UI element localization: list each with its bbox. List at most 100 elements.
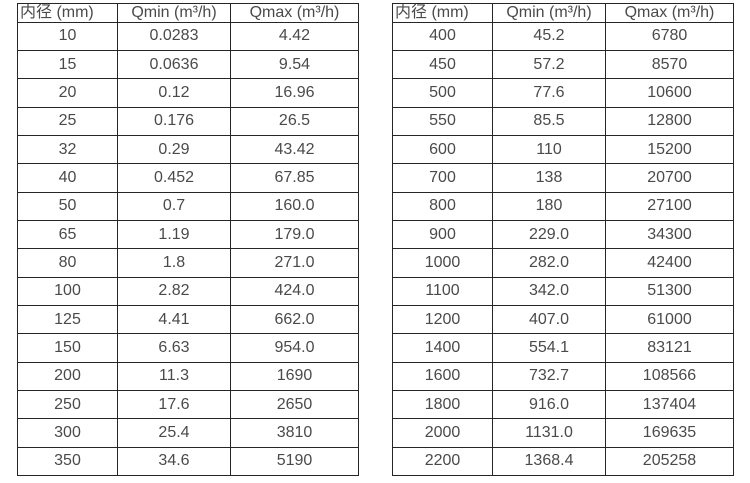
table-row: 1000 282.0 42400 [392,248,734,278]
table-cell: 0.29 [117,134,231,165]
column-header: Qmin (m³/h) [117,3,231,23]
table-cell: 26.5 [230,106,359,136]
table-row: 800 180 27100 [392,191,734,221]
table-cell: 732.7 [492,361,606,391]
table-row: 300 25.4 3810 [17,418,359,448]
table-cell: 34.6 [117,446,231,477]
table-cell: 6780 [605,21,734,51]
table-cell: 1131.0 [492,418,606,448]
table-cell: 61000 [605,304,734,335]
table-cell: 20700 [605,163,734,193]
table-cell: 800 [392,191,493,221]
table-cell: 100 [17,276,118,306]
table-cell: 45.2 [492,21,606,51]
table-cell: 169635 [605,418,734,448]
table-cell: 150 [17,333,118,363]
table-cell: 20 [17,78,118,108]
table-cell: 15 [17,49,118,80]
table-cell: 350 [17,446,118,477]
table-cell: 2650 [230,389,359,420]
table-cell: 1368.4 [492,446,606,477]
table-cell: 6.63 [117,333,231,363]
table-cell: 50 [17,191,118,221]
table-row: 125 4.41 662.0 [17,304,359,335]
table-cell: 1800 [392,389,493,420]
table-cell: 34300 [605,219,734,250]
table-cell: 954.0 [230,333,359,363]
table-cell: 300 [17,418,118,448]
table-row: 2000 1131.0 169635 [392,418,734,448]
table-row: 1200 407.0 61000 [392,304,734,335]
table-cell: 500 [392,78,493,108]
table-cell: 200 [17,361,118,391]
table-cell: 1000 [392,248,493,278]
table-cell: 65 [17,219,118,250]
flow-rate-table-small-diameters: 内径 (mm) Qmin (m³/h) Qmax (m³/h) 10 0.0283 4.… [17,3,359,477]
table-cell: 160.0 [230,191,359,221]
table-cell: 16.96 [230,78,359,108]
table-row: 2200 1368.4 205258 [392,446,734,477]
table-row: 250 17.6 2650 [17,389,359,420]
table-cell: 85.5 [492,106,606,136]
table-cell: 229.0 [492,219,606,250]
table-row: 65 1.19 179.0 [17,219,359,250]
table-row: 20 0.12 16.96 [17,78,359,108]
table-cell: 0.452 [117,163,231,193]
table-cell: 0.12 [117,78,231,108]
table-cell: 8570 [605,49,734,80]
table-row: 600 110 15200 [392,134,734,165]
table-row: 80 1.8 271.0 [17,248,359,278]
table-cell: 1690 [230,361,359,391]
table-cell: 1.19 [117,219,231,250]
table-row: 25 0.176 26.5 [17,106,359,136]
table-cell: 179.0 [230,219,359,250]
table-cell: 125 [17,304,118,335]
table-cell: 1600 [392,361,493,391]
table-cell: 25 [17,106,118,136]
table-cell: 10 [17,21,118,51]
table-cell: 1200 [392,304,493,335]
column-header: Qmax (m³/h) [605,3,734,23]
table-cell: 1.8 [117,248,231,278]
table-cell: 4.41 [117,304,231,335]
table-cell: 600 [392,134,493,165]
column-header: Qmax (m³/h) [230,3,359,23]
table-row: 150 6.63 954.0 [17,333,359,363]
table-cell: 916.0 [492,389,606,420]
table-row: 500 77.6 10600 [392,78,734,108]
table-cell: 17.6 [117,389,231,420]
table-row: 200 11.3 1690 [17,361,359,391]
column-header: 内径 (mm) [392,3,493,23]
table-body: 10 0.0283 4.42 15 0.0636 9.54 20 0.12 16.96 25 0.1… [17,21,359,477]
table-cell: 4.42 [230,21,359,51]
table-cell: 554.1 [492,333,606,363]
table-row: 1400 554.1 83121 [392,333,734,363]
table-cell: 342.0 [492,276,606,306]
table-row: 450 57.2 8570 [392,49,734,80]
table-cell: 205258 [605,446,734,477]
table-cell: 250 [17,389,118,420]
table-cell: 0.0636 [117,49,231,80]
table-cell: 43.42 [230,134,359,165]
table-row: 32 0.29 43.42 [17,134,359,165]
table-row: 15 0.0636 9.54 [17,49,359,80]
table-cell: 67.85 [230,163,359,193]
table-cell: 180 [492,191,606,221]
table-cell: 137404 [605,389,734,420]
table-cell: 271.0 [230,248,359,278]
table-cell: 42400 [605,248,734,278]
table-row: 100 2.82 424.0 [17,276,359,306]
table-header: 内径 (mm) Qmin (m³/h) Qmax (m³/h) [17,3,359,23]
table-cell: 77.6 [492,78,606,108]
table-cell: 900 [392,219,493,250]
table-cell: 5190 [230,446,359,477]
table-cell: 110 [492,134,606,165]
table-cell: 108566 [605,361,734,391]
table-cell: 550 [392,106,493,136]
table-row: 1100 342.0 51300 [392,276,734,306]
table-body: 400 45.2 6780 450 57.2 8570 500 77.6 10600 550 85.… [392,21,734,477]
table-cell: 27100 [605,191,734,221]
table-cell: 3810 [230,418,359,448]
table-cell: 57.2 [492,49,606,80]
table-cell: 1100 [392,276,493,306]
